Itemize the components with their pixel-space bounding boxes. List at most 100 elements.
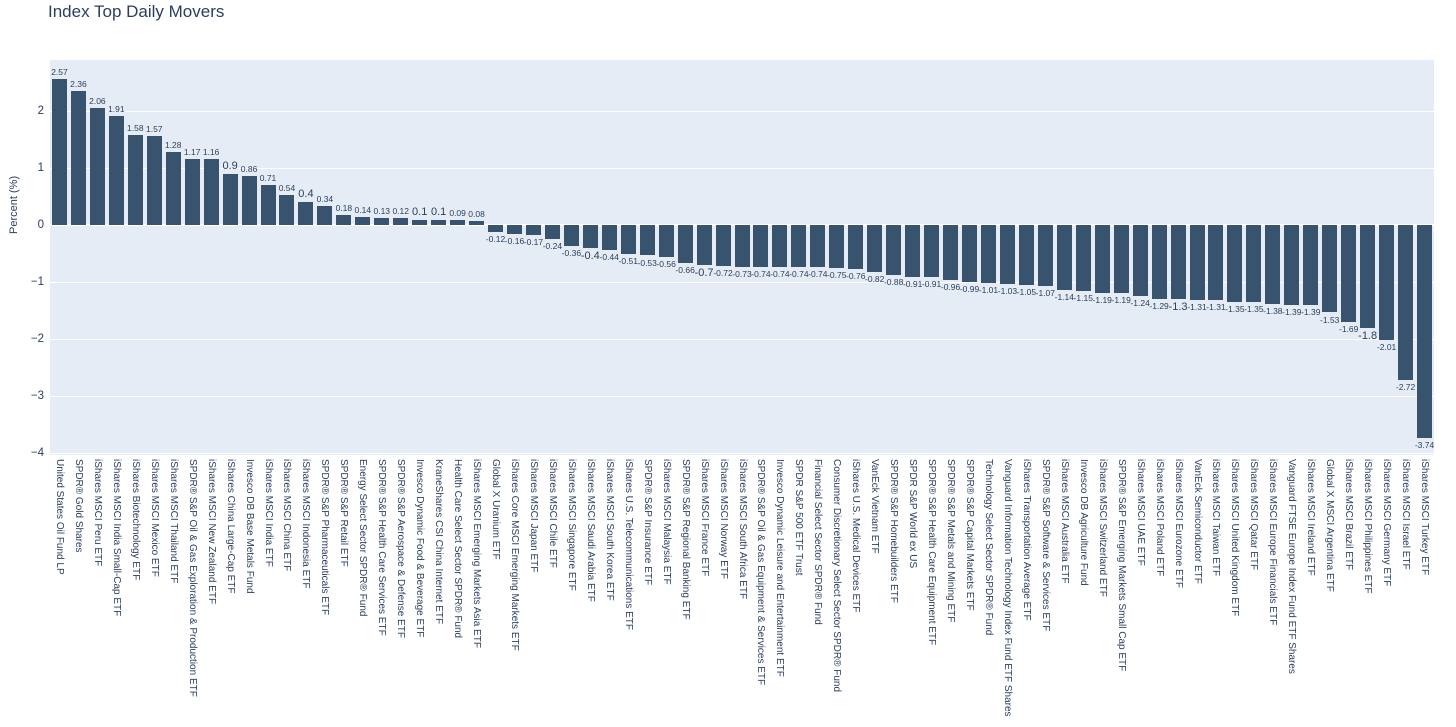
bar[interactable] — [1151, 225, 1167, 299]
gridline — [50, 396, 1434, 398]
bar[interactable] — [980, 225, 996, 283]
bar[interactable] — [886, 225, 902, 276]
bar[interactable] — [639, 225, 655, 256]
bar-value-label: 1.57 — [145, 123, 163, 134]
bar[interactable] — [1056, 225, 1072, 291]
y-tick-label: −2 — [30, 333, 44, 346]
x-tick-label: iShares MSCI Germany ETF — [1381, 459, 1393, 587]
bar[interactable] — [412, 219, 428, 226]
bar[interactable] — [867, 225, 883, 273]
bar[interactable] — [431, 219, 447, 226]
bar[interactable] — [260, 184, 276, 226]
bar[interactable] — [1303, 225, 1319, 305]
bar[interactable] — [1379, 225, 1395, 340]
bar[interactable] — [298, 202, 314, 226]
x-tick-label: KraneShares CSI China Internet ETF — [433, 459, 445, 625]
bar-value-label: 1.16 — [202, 147, 220, 158]
bar[interactable] — [51, 78, 67, 226]
bar[interactable] — [1113, 225, 1129, 294]
bar[interactable] — [999, 225, 1015, 284]
bar[interactable] — [1227, 225, 1243, 303]
bar[interactable] — [1018, 225, 1034, 286]
bar-value-label: -1.8 — [1358, 329, 1378, 342]
bar[interactable] — [772, 225, 788, 268]
bar[interactable] — [753, 225, 769, 268]
bar[interactable] — [544, 225, 560, 239]
bar[interactable] — [506, 225, 522, 235]
bar[interactable] — [336, 215, 352, 226]
bar-value-label: 0.13 — [373, 205, 391, 216]
x-tick-label: iShares MSCI Peru ETF — [91, 459, 103, 567]
bar[interactable] — [1265, 225, 1281, 304]
bar[interactable] — [374, 217, 390, 226]
x-tick-label: iShares MSCI Malaysia ETF — [660, 459, 672, 585]
x-tick-label: SPDR® S&P Metals and Mining ETF — [945, 459, 957, 623]
bar[interactable] — [525, 225, 541, 235]
bar[interactable] — [89, 107, 105, 226]
bar-value-label: -0.66 — [675, 264, 695, 275]
bar[interactable] — [241, 176, 257, 226]
bar[interactable] — [1189, 225, 1205, 300]
bar[interactable] — [848, 225, 864, 269]
x-tick-label: iShares MSCI China ETF — [281, 459, 293, 572]
x-tick-label: iShares MSCI Eurozone ETF — [1172, 459, 1184, 588]
x-tick-label: iShares Transportation Average ETF — [1020, 459, 1032, 621]
x-tick-label: iShares China Large-Cap ETF — [224, 459, 236, 594]
bar[interactable] — [1284, 225, 1300, 305]
bar-value-label: -0.74 — [751, 269, 771, 280]
bar[interactable] — [1075, 225, 1091, 291]
x-tick-label: iShares MSCI Qatar ETF — [1248, 459, 1260, 571]
bar[interactable] — [658, 225, 674, 258]
bar[interactable] — [620, 225, 636, 255]
bar[interactable] — [677, 225, 693, 263]
bar-value-label: -3.74 — [1414, 440, 1435, 451]
bar[interactable] — [184, 158, 200, 226]
bar[interactable] — [905, 225, 921, 278]
bar[interactable] — [1322, 225, 1338, 313]
bar[interactable] — [203, 159, 219, 226]
bar[interactable] — [355, 217, 371, 226]
x-tick-label: iShares MSCI Chile ETF — [546, 459, 558, 568]
bar-value-label: -1.15 — [1073, 292, 1093, 303]
bar[interactable] — [1246, 225, 1262, 303]
x-tick-label: Consumer Discretionary Select Sector SPD… — [831, 459, 843, 693]
bar[interactable] — [317, 205, 333, 226]
bar[interactable] — [127, 135, 143, 226]
bar[interactable] — [1360, 225, 1376, 328]
bar[interactable] — [715, 225, 731, 267]
bar[interactable] — [582, 225, 598, 249]
bar[interactable] — [393, 218, 409, 226]
bar[interactable] — [810, 225, 826, 268]
bar[interactable] — [279, 194, 295, 226]
bar[interactable] — [1094, 225, 1110, 294]
bar[interactable] — [165, 152, 181, 226]
bar[interactable] — [696, 225, 712, 266]
bar[interactable] — [1037, 225, 1053, 287]
x-tick-label: iShares MSCI France ETF — [698, 459, 710, 577]
bar[interactable] — [791, 225, 807, 268]
bar[interactable] — [962, 225, 977, 282]
bar[interactable] — [222, 173, 238, 226]
bar[interactable] — [943, 225, 959, 280]
bar[interactable] — [601, 225, 617, 251]
bar[interactable] — [734, 225, 750, 267]
bar[interactable] — [146, 135, 162, 226]
bar[interactable] — [829, 225, 845, 269]
bar[interactable] — [1132, 225, 1148, 296]
x-tick-label: SPDR® S&P Oil & Gas Equipment & Services… — [755, 459, 767, 686]
bar[interactable] — [469, 220, 485, 226]
bar[interactable] — [1208, 225, 1224, 300]
bar[interactable] — [70, 90, 86, 226]
x-tick-label: Technology Select Sector SPDR® Fund — [982, 459, 994, 636]
bar[interactable] — [1398, 225, 1414, 381]
bar[interactable] — [450, 220, 466, 226]
x-tick-label: iShares MSCI Thailand ETF — [167, 459, 179, 584]
bar[interactable] — [488, 225, 504, 233]
x-tick-label: iShares MSCI Ireland ETF — [1305, 459, 1317, 576]
bar[interactable] — [1170, 225, 1186, 300]
bar[interactable] — [1417, 225, 1433, 439]
bar[interactable] — [563, 225, 579, 246]
bar[interactable] — [924, 225, 940, 278]
bar[interactable] — [108, 116, 124, 226]
bar[interactable] — [1341, 225, 1357, 322]
